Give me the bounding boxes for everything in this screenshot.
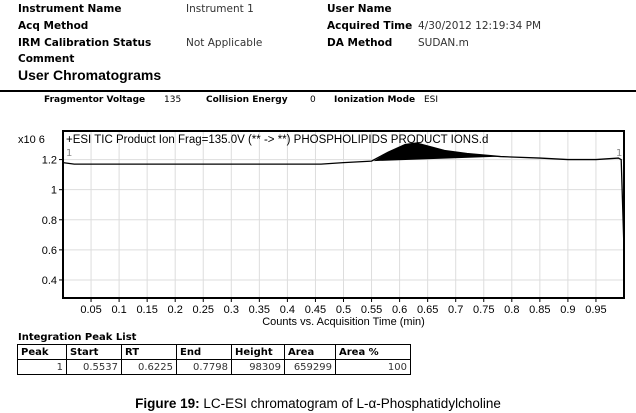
table-row: 1 0.5537 0.6225 0.7798 98309 659299 100 xyxy=(17,359,411,375)
peak-list-title: Integration Peak List xyxy=(18,332,137,343)
table-cell: 98309 xyxy=(231,359,285,375)
da-method-label: DA Method xyxy=(327,37,393,49)
x-tick-label: 0.5 xyxy=(336,304,351,316)
x-tick-label: 0.45 xyxy=(305,304,326,316)
comment-label: Comment xyxy=(18,53,75,65)
column-header: Peak xyxy=(17,344,67,360)
divider xyxy=(0,90,636,92)
user-name-label: User Name xyxy=(327,3,392,15)
x-tick-label: 0.1 xyxy=(111,304,126,316)
ce-value: 0 xyxy=(310,95,316,105)
table-cell: 0.6225 xyxy=(121,359,177,375)
da-method-value: SUDAN.m xyxy=(418,37,469,49)
irm-value: Not Applicable xyxy=(186,37,263,49)
x-tick-label: 0.35 xyxy=(249,304,270,316)
section-title: User Chromatograms xyxy=(18,67,162,83)
y-tick-label: 1.2 xyxy=(42,155,57,167)
table-cell: 1 xyxy=(17,359,67,375)
x-tick-label: 0.2 xyxy=(168,304,183,316)
figure-caption: Figure 19: LC-ESI chromatogram of L-α-Ph… xyxy=(0,396,636,411)
instrument-name-value: Instrument 1 xyxy=(186,3,254,15)
x-tick-label: 0.3 xyxy=(224,304,239,316)
acq-method-label: Acq Method xyxy=(18,20,89,32)
column-header: Area % xyxy=(335,344,411,360)
peak-table: Peak Start RT End Height Area Area % 1 0.5537 0.… xyxy=(17,344,411,375)
x-tick-label: 0.7 xyxy=(448,304,463,316)
y-tick-label: 0.8 xyxy=(42,215,57,227)
y-tick-label: 1 xyxy=(51,185,57,197)
end-marker: 1 xyxy=(616,148,622,159)
acquired-time-label: Acquired Time xyxy=(327,20,413,32)
tic-trace xyxy=(62,142,625,250)
x-tick-label: 0.25 xyxy=(193,304,214,316)
chart-title: +ESI TIC Product Ion Frag=135.0V (** -> … xyxy=(66,134,488,146)
x-tick-label: 0.65 xyxy=(417,304,438,316)
y-multiplier: x10 6 xyxy=(18,134,45,146)
x-tick-label: 0.9 xyxy=(560,304,575,316)
y-tick-label: 0.4 xyxy=(42,275,57,287)
instrument-name-label: Instrument Name xyxy=(18,3,122,15)
ion-value: ESI xyxy=(424,95,439,105)
column-header: End xyxy=(176,344,232,360)
column-header: Area xyxy=(284,344,336,360)
chromatogram-chart: 0.05 0.1 0.15 0.2 0.25 0.3 0.35 0.4 0.45 0.5 0.55 0… xyxy=(18,130,625,328)
x-tick-label: 0.8 xyxy=(504,304,519,316)
column-header: Height xyxy=(231,344,285,360)
x-tick-label: 0.6 xyxy=(392,304,407,316)
table-cell: 100 xyxy=(335,359,411,375)
x-axis-label: Counts vs. Acquisition Time (min) xyxy=(262,316,425,328)
frag-value: 135 xyxy=(164,95,182,105)
ce-label: Collision Energy xyxy=(206,95,288,105)
table-cell: 659299 xyxy=(284,359,336,375)
y-tick-label: 0.6 xyxy=(42,245,57,257)
x-tick-label: 0.4 xyxy=(280,304,295,316)
x-tick-label: 0.95 xyxy=(585,304,606,316)
ion-label: Ionization Mode xyxy=(334,95,416,105)
x-tick-label: 0.15 xyxy=(136,304,157,316)
column-header: Start xyxy=(66,344,122,360)
plot-frame xyxy=(62,130,625,299)
x-tick-label: 0.75 xyxy=(473,304,494,316)
table-cell: 0.5537 xyxy=(66,359,122,375)
caption-text: LC-ESI chromatogram of L-α-Phosphatidylc… xyxy=(199,396,501,411)
x-tick-label: 0.85 xyxy=(529,304,550,316)
acquired-time-value: 4/30/2012 12:19:34 PM xyxy=(418,20,542,32)
start-marker: 1 xyxy=(66,148,72,159)
frag-label: Fragmentor Voltage xyxy=(44,95,146,105)
table-header: Peak Start RT End Height Area Area % xyxy=(17,344,411,360)
table-cell: 0.7798 xyxy=(176,359,232,375)
irm-label: IRM Calibration Status xyxy=(18,37,152,49)
peak-fill xyxy=(373,143,501,162)
x-tick-label: 0.55 xyxy=(361,304,382,316)
peak-marker: * xyxy=(397,147,402,158)
column-header: RT xyxy=(121,344,177,360)
caption-label: Figure 19: xyxy=(135,396,200,411)
x-tick-label: 0.05 xyxy=(80,304,101,316)
